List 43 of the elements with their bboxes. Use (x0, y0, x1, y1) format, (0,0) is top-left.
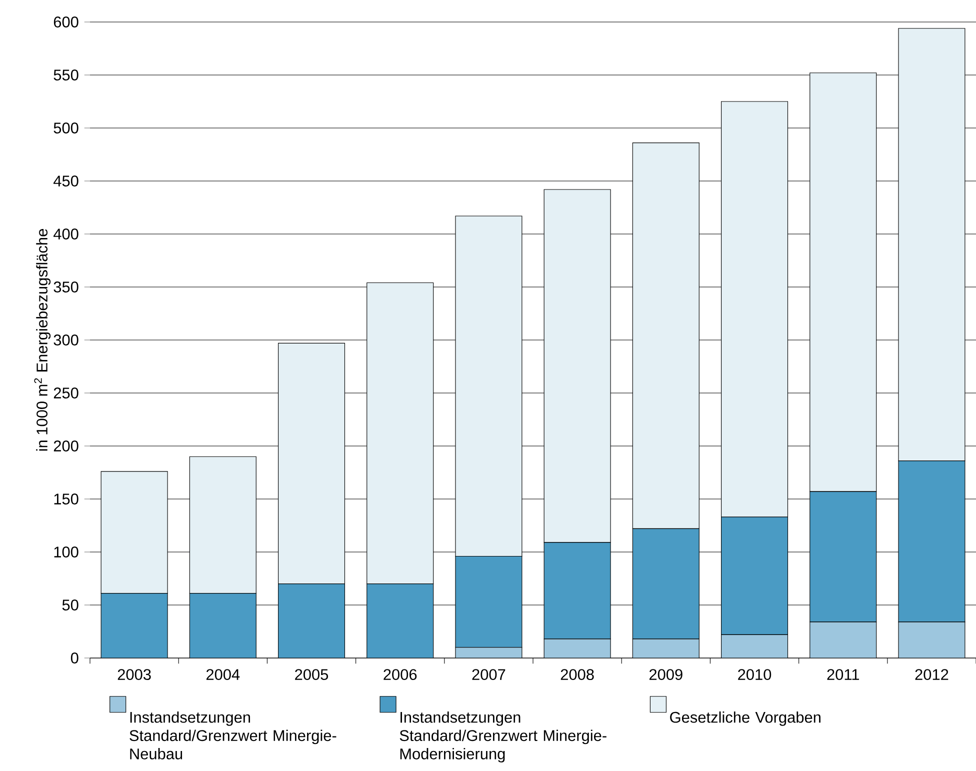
y-tick-label: 150 (54, 494, 78, 504)
y-tick-label: 450 (53, 176, 78, 186)
bar (366, 584, 434, 658)
y-axis-title: in 1000 m$^{2}$ Energiebezugsfläche (34, 229, 51, 451)
x-tick-label: 2010 (738, 669, 772, 680)
bar (632, 638, 700, 658)
bar (898, 460, 966, 622)
bar (278, 584, 346, 658)
bar (898, 622, 966, 658)
x-tick-label: 2008 (560, 669, 594, 680)
bar (810, 622, 877, 658)
bar (100, 593, 168, 658)
legend-label: Gesetzliche Vorgaben (670, 711, 820, 726)
y-tick-label: 250 (54, 388, 78, 398)
y-tick-label: 400 (53, 228, 78, 240)
x-tick-label: 2007 (472, 669, 506, 680)
bar (721, 634, 788, 658)
bar (632, 528, 700, 640)
bar (455, 556, 522, 648)
x-tick-label: 2009 (649, 669, 682, 680)
y-tick-label: 100 (54, 546, 78, 558)
y-tick-label: 0 (70, 652, 78, 664)
bar (189, 593, 256, 658)
bar (721, 516, 788, 635)
bar (810, 491, 877, 622)
x-tick-label: 2012 (915, 669, 948, 680)
y-tick-label: 500 (54, 122, 78, 134)
x-tick-label: 2004 (206, 669, 240, 680)
y-tick-label: 300 (54, 334, 78, 346)
y-tick-label: 600 (54, 16, 78, 28)
bar (455, 647, 522, 658)
legend-label: Instandsetzungen Standard/Grenzwert Minergie-Neubau (130, 711, 336, 760)
bar (544, 542, 611, 640)
y-tick-label: 350 (54, 282, 78, 292)
legend-label: Instandsetzungen Standard/Grenzwert Minergie-Modernisierung (400, 711, 606, 762)
x-tick-label: 2005 (295, 669, 328, 680)
y-tick-label: 550 (54, 70, 78, 80)
bar (544, 638, 611, 658)
x-tick-label: 2006 (384, 669, 417, 680)
x-tick-label: 2003 (118, 669, 151, 680)
x-tick-label: 2011 (827, 669, 859, 680)
y-tick-label: 50 (62, 600, 78, 610)
y-tick-label: 200 (54, 440, 78, 452)
